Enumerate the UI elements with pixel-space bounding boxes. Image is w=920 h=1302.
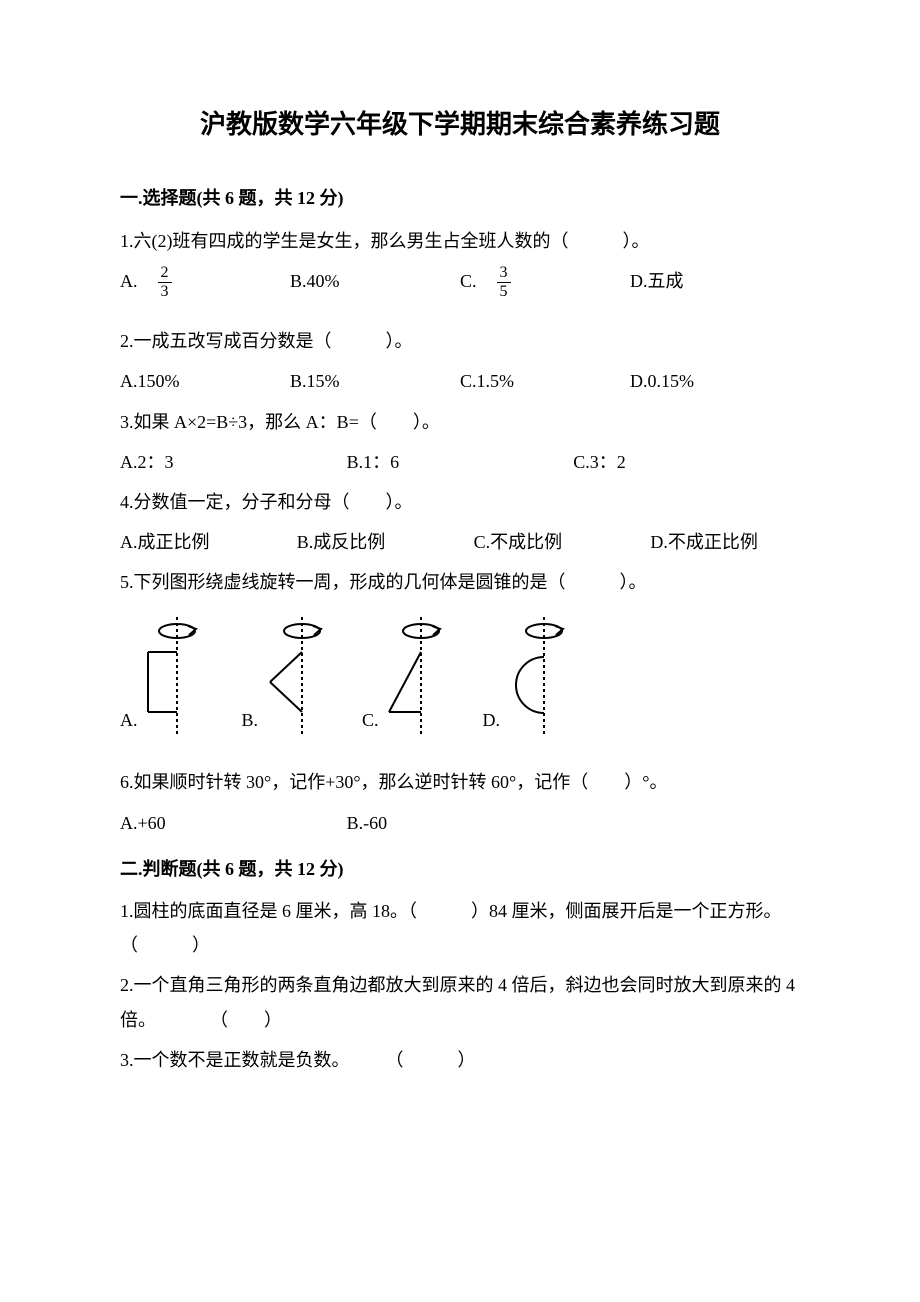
page-title: 沪教版数学六年级下学期期末综合素养练习题	[120, 100, 800, 149]
q1-option-b: B.40%	[290, 264, 460, 300]
question-5: 5.下列图形绕虚线旋转一周，形成的几何体是圆锥的是（ ）。	[120, 565, 800, 599]
q5-option-d: D.	[483, 617, 575, 737]
q5-option-c: C.	[362, 617, 453, 737]
q1-a-den: 3	[158, 283, 172, 300]
q1-option-d: D.五成	[630, 264, 800, 300]
question-3-options: A.2：3 B.1：6 C.3：2	[120, 445, 800, 479]
section-2-header: 二.判断题(共 6 题，共 12 分)	[120, 852, 800, 886]
q5-figure-b	[262, 617, 332, 737]
q1-c-den: 5	[497, 283, 511, 300]
q2-option-d: D.0.15%	[630, 364, 800, 398]
q5-d-label: D.	[483, 703, 501, 737]
judgement-1: 1.圆柱的底面直径是 6 厘米，高 18。（ ）84 厘米，侧面展开后是一个正方…	[120, 894, 800, 962]
question-6: 6.如果顺时针转 30°，记作+30°，那么逆时针转 60°，记作（ ）°。	[120, 765, 800, 799]
q3-option-a: A.2：3	[120, 445, 347, 479]
q1-option-c: C. 35	[460, 264, 630, 300]
q5-c-label: C.	[362, 703, 379, 737]
q1-a-num: 2	[158, 265, 172, 283]
q1-c-num: 3	[497, 265, 511, 283]
q1-c-fraction: 35	[497, 265, 511, 300]
q5-figure-a	[142, 617, 212, 737]
question-3: 3.如果 A×2=B÷3，那么 A：B=（ ）。	[120, 405, 800, 439]
q1-c-prefix: C.	[460, 271, 495, 291]
question-4: 4.分数值一定，分子和分母（ ）。	[120, 485, 800, 519]
q4-option-d: D.不成正比例	[650, 525, 800, 559]
q6-option-a: A.+60	[120, 806, 347, 840]
q2-option-a: A.150%	[120, 364, 290, 398]
q6-option-b: B.-60	[347, 806, 574, 840]
q5-figure-c	[383, 617, 453, 737]
q2-option-b: B.15%	[290, 364, 460, 398]
section-1-header: 一.选择题(共 6 题，共 12 分)	[120, 181, 800, 215]
judgement-2: 2.一个直角三角形的两条直角边都放大到原来的 4 倍后，斜边也会同时放大到原来的…	[120, 968, 800, 1036]
question-2-options: A.150% B.15% C.1.5% D.0.15%	[120, 364, 800, 398]
q1-option-a: A. 23	[120, 264, 290, 300]
q5-option-b: B.	[242, 617, 333, 737]
judgement-3: 3.一个数不是正数就是负数。 （ ）	[120, 1043, 800, 1077]
question-6-options: A.+60 B.-60	[120, 806, 800, 840]
q4-option-c: C.不成比例	[474, 525, 651, 559]
q4-option-b: B.成反比例	[297, 525, 474, 559]
question-4-options: A.成正比例 B.成反比例 C.不成比例 D.不成正比例	[120, 525, 800, 559]
q1-a-prefix: A.	[120, 271, 156, 291]
q3-option-b: B.1：6	[347, 445, 574, 479]
q1-a-fraction: 23	[158, 265, 172, 300]
q4-option-a: A.成正比例	[120, 525, 297, 559]
q2-option-c: C.1.5%	[460, 364, 630, 398]
q5-figure-d	[504, 617, 574, 737]
question-2: 2.一成五改写成百分数是（ ）。	[120, 324, 800, 358]
q5-a-label: A.	[120, 703, 138, 737]
q3-option-c: C.3：2	[573, 445, 800, 479]
q5-option-a: A.	[120, 617, 212, 737]
question-1: 1.六(2)班有四成的学生是女生，那么男生占全班人数的（ ）。	[120, 224, 800, 258]
question-5-figures: A. B. C.	[120, 617, 800, 737]
question-1-options: A. 23 B.40% C. 35 D.五成	[120, 264, 800, 300]
q5-b-label: B.	[242, 703, 259, 737]
